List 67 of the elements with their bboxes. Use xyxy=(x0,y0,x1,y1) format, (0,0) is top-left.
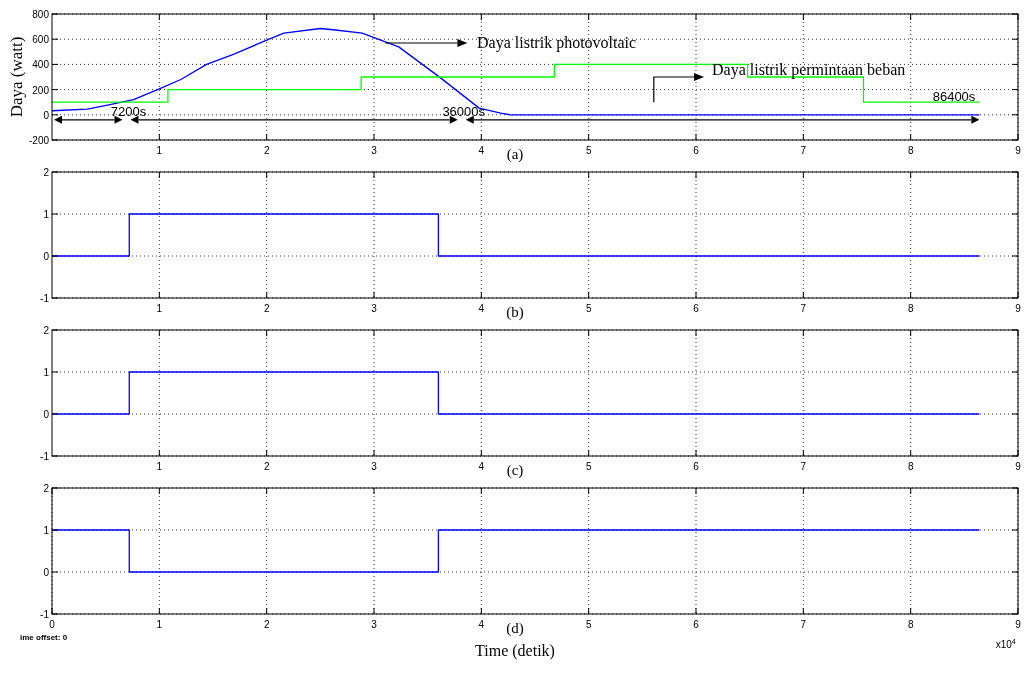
annotation: 36000s xyxy=(442,103,486,119)
x-tick-label: 9 xyxy=(1015,303,1022,314)
x-tick-label: 2 xyxy=(263,461,270,472)
annotation: 7200s xyxy=(110,103,147,119)
x-axis-title: Time (detik) xyxy=(475,642,555,660)
x-tick-label: 8 xyxy=(907,303,914,314)
x-tick-label: 7 xyxy=(800,145,807,156)
y-tick-label: -1 xyxy=(40,293,50,304)
y-tick-label: 800 xyxy=(32,9,50,20)
x-tick-label: 3 xyxy=(371,303,378,314)
text: (d) xyxy=(506,620,524,637)
x-tick-label: 4 xyxy=(478,619,485,630)
x-tick-label: 6 xyxy=(693,145,700,156)
y-tick-label: 0 xyxy=(43,251,50,262)
x-tick-label: 6 xyxy=(693,619,700,630)
x-tick-label: 3 xyxy=(371,461,378,472)
x-tick-label: 7 xyxy=(800,619,807,630)
y-tick-label: -1 xyxy=(40,451,50,462)
series-label: Daya listrik permintaan beban xyxy=(712,61,906,79)
y-tick-label: 200 xyxy=(32,84,50,96)
text: (c) xyxy=(506,462,524,479)
x-tick-label: 1 xyxy=(156,303,163,314)
x-tick-label: 5 xyxy=(585,461,592,472)
y-tick-label: 0 xyxy=(43,109,50,121)
y-tick-label: 1 xyxy=(43,367,50,378)
x-tick-label: 1 xyxy=(156,619,163,630)
text: (a) xyxy=(506,146,524,163)
x-tick-label: 9 xyxy=(1015,461,1022,472)
x-tick-label: 6 xyxy=(693,461,700,472)
x-tick-label: 3 xyxy=(371,145,378,156)
x-tick-label: 2 xyxy=(263,619,270,630)
text: x10$^{4}$ xyxy=(995,636,1016,650)
x-tick-label: 5 xyxy=(585,145,592,156)
x-tick-label: 9 xyxy=(1015,619,1022,630)
x-tick-label: 2 xyxy=(263,145,270,156)
x-tick-label: 1 xyxy=(156,145,163,156)
y-tick-label: 400 xyxy=(32,59,50,71)
y-tick-label: 1 xyxy=(43,525,50,536)
x-tick-label: 7 xyxy=(800,461,807,472)
text: Daya listrik photovoltaic xyxy=(477,33,637,52)
x-tick-label: 8 xyxy=(907,619,914,630)
x-tick-label: 5 xyxy=(585,303,592,314)
x-tick-label: 5 xyxy=(585,619,592,630)
x-tick-label: 7 xyxy=(800,303,807,314)
x-tick-label: 9 xyxy=(1015,145,1022,156)
y-tick-label: 2 xyxy=(43,167,50,178)
y-tick-label: 0 xyxy=(43,409,50,420)
x-tick-label: 6 xyxy=(693,303,700,314)
text: (b) xyxy=(506,304,524,321)
y-tick-label: -200 xyxy=(28,135,50,146)
x-tick-label: 2 xyxy=(263,303,270,314)
x-tick-label: 4 xyxy=(478,303,485,314)
y-tick-label: 2 xyxy=(43,325,50,336)
x-tick-label: 3 xyxy=(371,619,378,630)
y-tick-label: 2 xyxy=(43,483,50,494)
x-tick-label: 1 xyxy=(156,461,163,472)
y-axis-title: Daya (watt) xyxy=(7,36,26,118)
text: ime offset: 0 xyxy=(20,633,68,642)
x-tick-label: 4 xyxy=(478,145,485,156)
y-tick-label: -1 xyxy=(40,609,50,620)
annotation: 86400s xyxy=(932,88,976,104)
y-tick-label: 0 xyxy=(43,567,50,578)
x-tick-label: 8 xyxy=(907,461,914,472)
y-tick-label: 600 xyxy=(32,34,50,46)
x-tick-label: 4 xyxy=(478,461,485,472)
y-tick-label: 1 xyxy=(43,209,50,220)
x-tick-label: 8 xyxy=(907,145,914,156)
